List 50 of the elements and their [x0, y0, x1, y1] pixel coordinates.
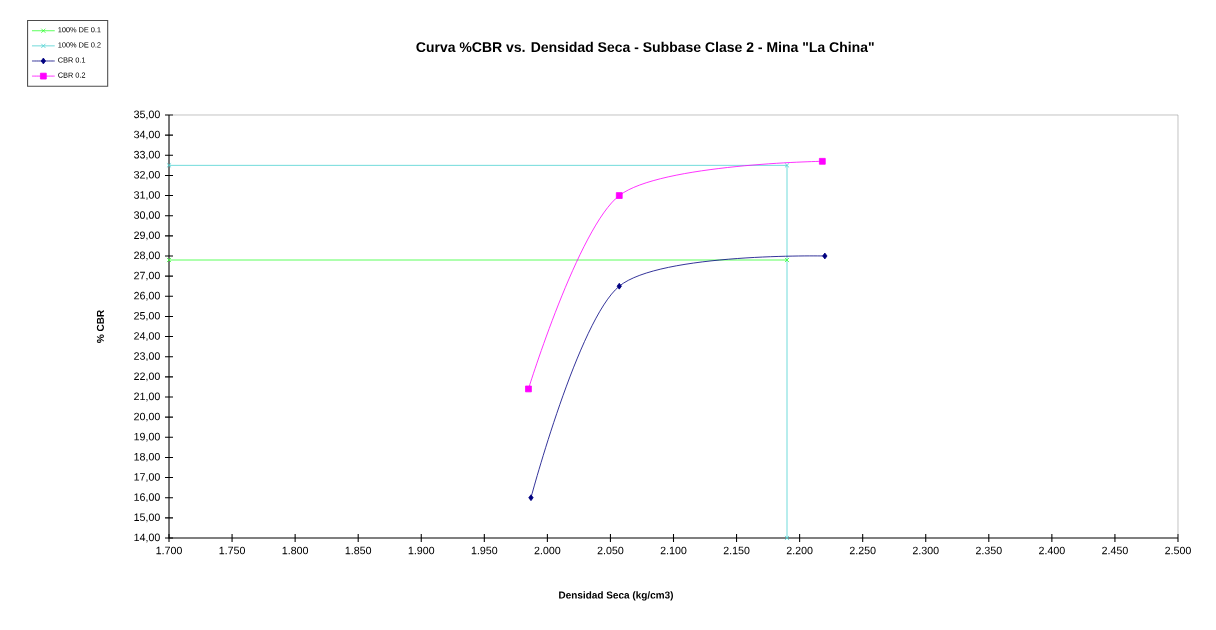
- y-tick-label: 27,00: [134, 271, 160, 281]
- x-tick-label: 2.400: [1039, 546, 1065, 555]
- y-tick-label: 20,00: [134, 412, 160, 422]
- y-tick-label: 19,00: [134, 432, 160, 442]
- y-tick-label: 17,00: [134, 473, 160, 482]
- y-tick-label: 31,00: [134, 191, 160, 200]
- point: [166, 162, 172, 168]
- y-tick-label: 25,00: [134, 312, 160, 321]
- x-tick-label: 2.100: [660, 546, 687, 555]
- x-tick-label: 2.450: [1102, 546, 1128, 555]
- point: [525, 385, 532, 393]
- point: [822, 252, 828, 260]
- x-tick-label: 2.250: [849, 546, 876, 555]
- point: [616, 282, 622, 290]
- x-tick-label: 1.900: [408, 546, 435, 555]
- point: [528, 494, 534, 502]
- x-tick-label: 2.350: [976, 546, 1002, 555]
- y-tick-label: 26,00: [134, 291, 160, 301]
- point: [615, 192, 623, 199]
- x-axis-title: Densidad Seca (kg/cm3): [559, 591, 673, 601]
- x-tick-label: 1.750: [219, 546, 245, 555]
- point: [784, 162, 790, 168]
- y-tick-label: 33,00: [134, 150, 160, 160]
- y-tick-label: 24,00: [134, 332, 160, 341]
- y-tick-label: 34,00: [134, 130, 160, 140]
- x-tick-label: 2.500: [1165, 546, 1191, 555]
- y-tick-label: 30,00: [134, 211, 160, 221]
- y-tick-label: 16,00: [134, 493, 160, 503]
- x-tick-label: 1.950: [471, 546, 498, 555]
- y-tick-label: 21,00: [134, 392, 160, 402]
- x-tick-label: 2.200: [786, 546, 813, 555]
- y-tick-label: 35,00: [134, 110, 160, 120]
- chart-title: Curva %CBR vs. Densidad Seca - Subbase Clase 2 - Mina "La China": [416, 41, 874, 53]
- x-tick-label: 1.800: [282, 546, 309, 555]
- x-tick-label: 2.050: [597, 546, 624, 555]
- y-tick-label: 23,00: [134, 352, 160, 362]
- point: [818, 157, 826, 165]
- y-tick-label: 14,00: [134, 533, 160, 543]
- y-axis-title: % CBR: [96, 310, 104, 343]
- y-tick-label: 15,00: [134, 513, 160, 523]
- x-tick-label: 2.300: [912, 546, 939, 555]
- y-tick-label: 32,00: [134, 171, 160, 180]
- y-tick-label: 28,00: [134, 251, 160, 261]
- x-tick-label: 1.850: [345, 546, 372, 555]
- x-tick-label: 1.700: [156, 546, 182, 555]
- y-tick-label: 29,00: [134, 231, 160, 241]
- x-tick-label: 2.150: [723, 546, 750, 555]
- y-tick-label: 18,00: [134, 453, 160, 462]
- y-tick-label: 22,00: [134, 372, 160, 382]
- x-tick-label: 2.000: [534, 546, 561, 555]
